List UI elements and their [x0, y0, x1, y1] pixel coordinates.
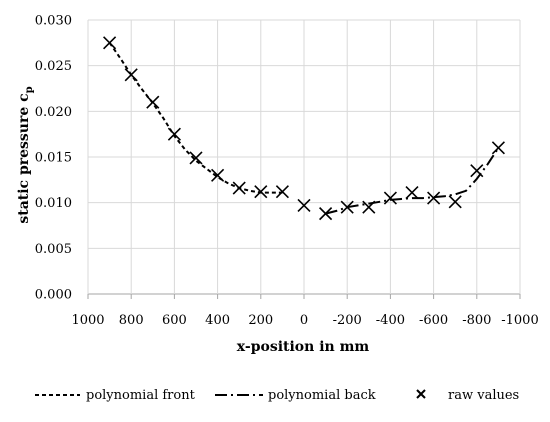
x-tick-label: -800: [462, 313, 491, 328]
x-axis-ticks: 1000 800 600 400 200 0 -200 -400 -600 -800 -1000: [71, 313, 538, 328]
raw-value-markers: [103, 36, 505, 221]
y-tick-label: 0.010: [35, 196, 72, 211]
legend-swatch-raw-values: [416, 389, 426, 399]
x-tick-label: 800: [119, 313, 144, 328]
x-axis-title: x-position in mm: [237, 339, 370, 355]
y-axis-title-subscript: p: [24, 86, 35, 93]
y-axis-title: static pressure cp: [16, 86, 35, 223]
y-tick-label: 0.025: [35, 59, 72, 74]
x-tick-label: -600: [419, 313, 448, 328]
raw-value-point: [232, 181, 246, 195]
raw-value-point: [383, 191, 397, 205]
x-tick-label: 400: [205, 313, 230, 328]
raw-value-point: [254, 185, 268, 199]
x-tick-label: -400: [376, 313, 405, 328]
raw-value-point: [167, 127, 181, 141]
x-tick-label: -200: [333, 313, 362, 328]
y-tick-label: 0.005: [35, 242, 72, 257]
raw-value-point: [470, 164, 484, 178]
y-tick-label: 0.000: [35, 288, 72, 303]
legend: polynomial front polynomial back raw val…: [35, 388, 519, 403]
x-tick-label: 600: [162, 313, 187, 328]
raw-value-point: [427, 191, 441, 205]
x-tick-label: 1000: [71, 313, 104, 328]
y-tick-label: 0.030: [35, 14, 72, 29]
raw-value-point: [405, 186, 419, 200]
raw-value-point: [189, 151, 203, 165]
y-tick-label: 0.015: [35, 151, 72, 166]
grid: [87, 19, 521, 299]
y-tick-label: 0.020: [35, 105, 72, 120]
y-axis-ticks: 0.000 0.005 0.010 0.015 0.020 0.025 0.030: [35, 14, 72, 303]
raw-value-point: [340, 200, 354, 214]
legend-label-polynomial-front: polynomial front: [86, 388, 196, 403]
raw-value-point: [275, 185, 289, 199]
series-line-polynomial-front: [108, 42, 283, 194]
raw-value-point: [211, 168, 225, 182]
x-tick-label: 0: [300, 313, 308, 328]
y-axis-title-main: static pressure c: [16, 93, 32, 223]
legend-label-raw-values: raw values: [448, 388, 519, 403]
x-tick-label: 200: [248, 313, 273, 328]
raw-value-point: [491, 141, 505, 155]
raw-value-point: [319, 207, 333, 221]
x-tick-label: -1000: [501, 313, 538, 328]
raw-value-point: [448, 195, 462, 209]
series-line-polynomial-back: [325, 147, 500, 215]
raw-value-point: [124, 68, 138, 82]
raw-value-point: [146, 95, 160, 109]
raw-value-point: [297, 198, 311, 212]
raw-value-point: [103, 36, 117, 50]
legend-label-polynomial-back: polynomial back: [268, 388, 376, 403]
series-lines: [108, 42, 500, 215]
raw-value-point: [362, 200, 376, 214]
